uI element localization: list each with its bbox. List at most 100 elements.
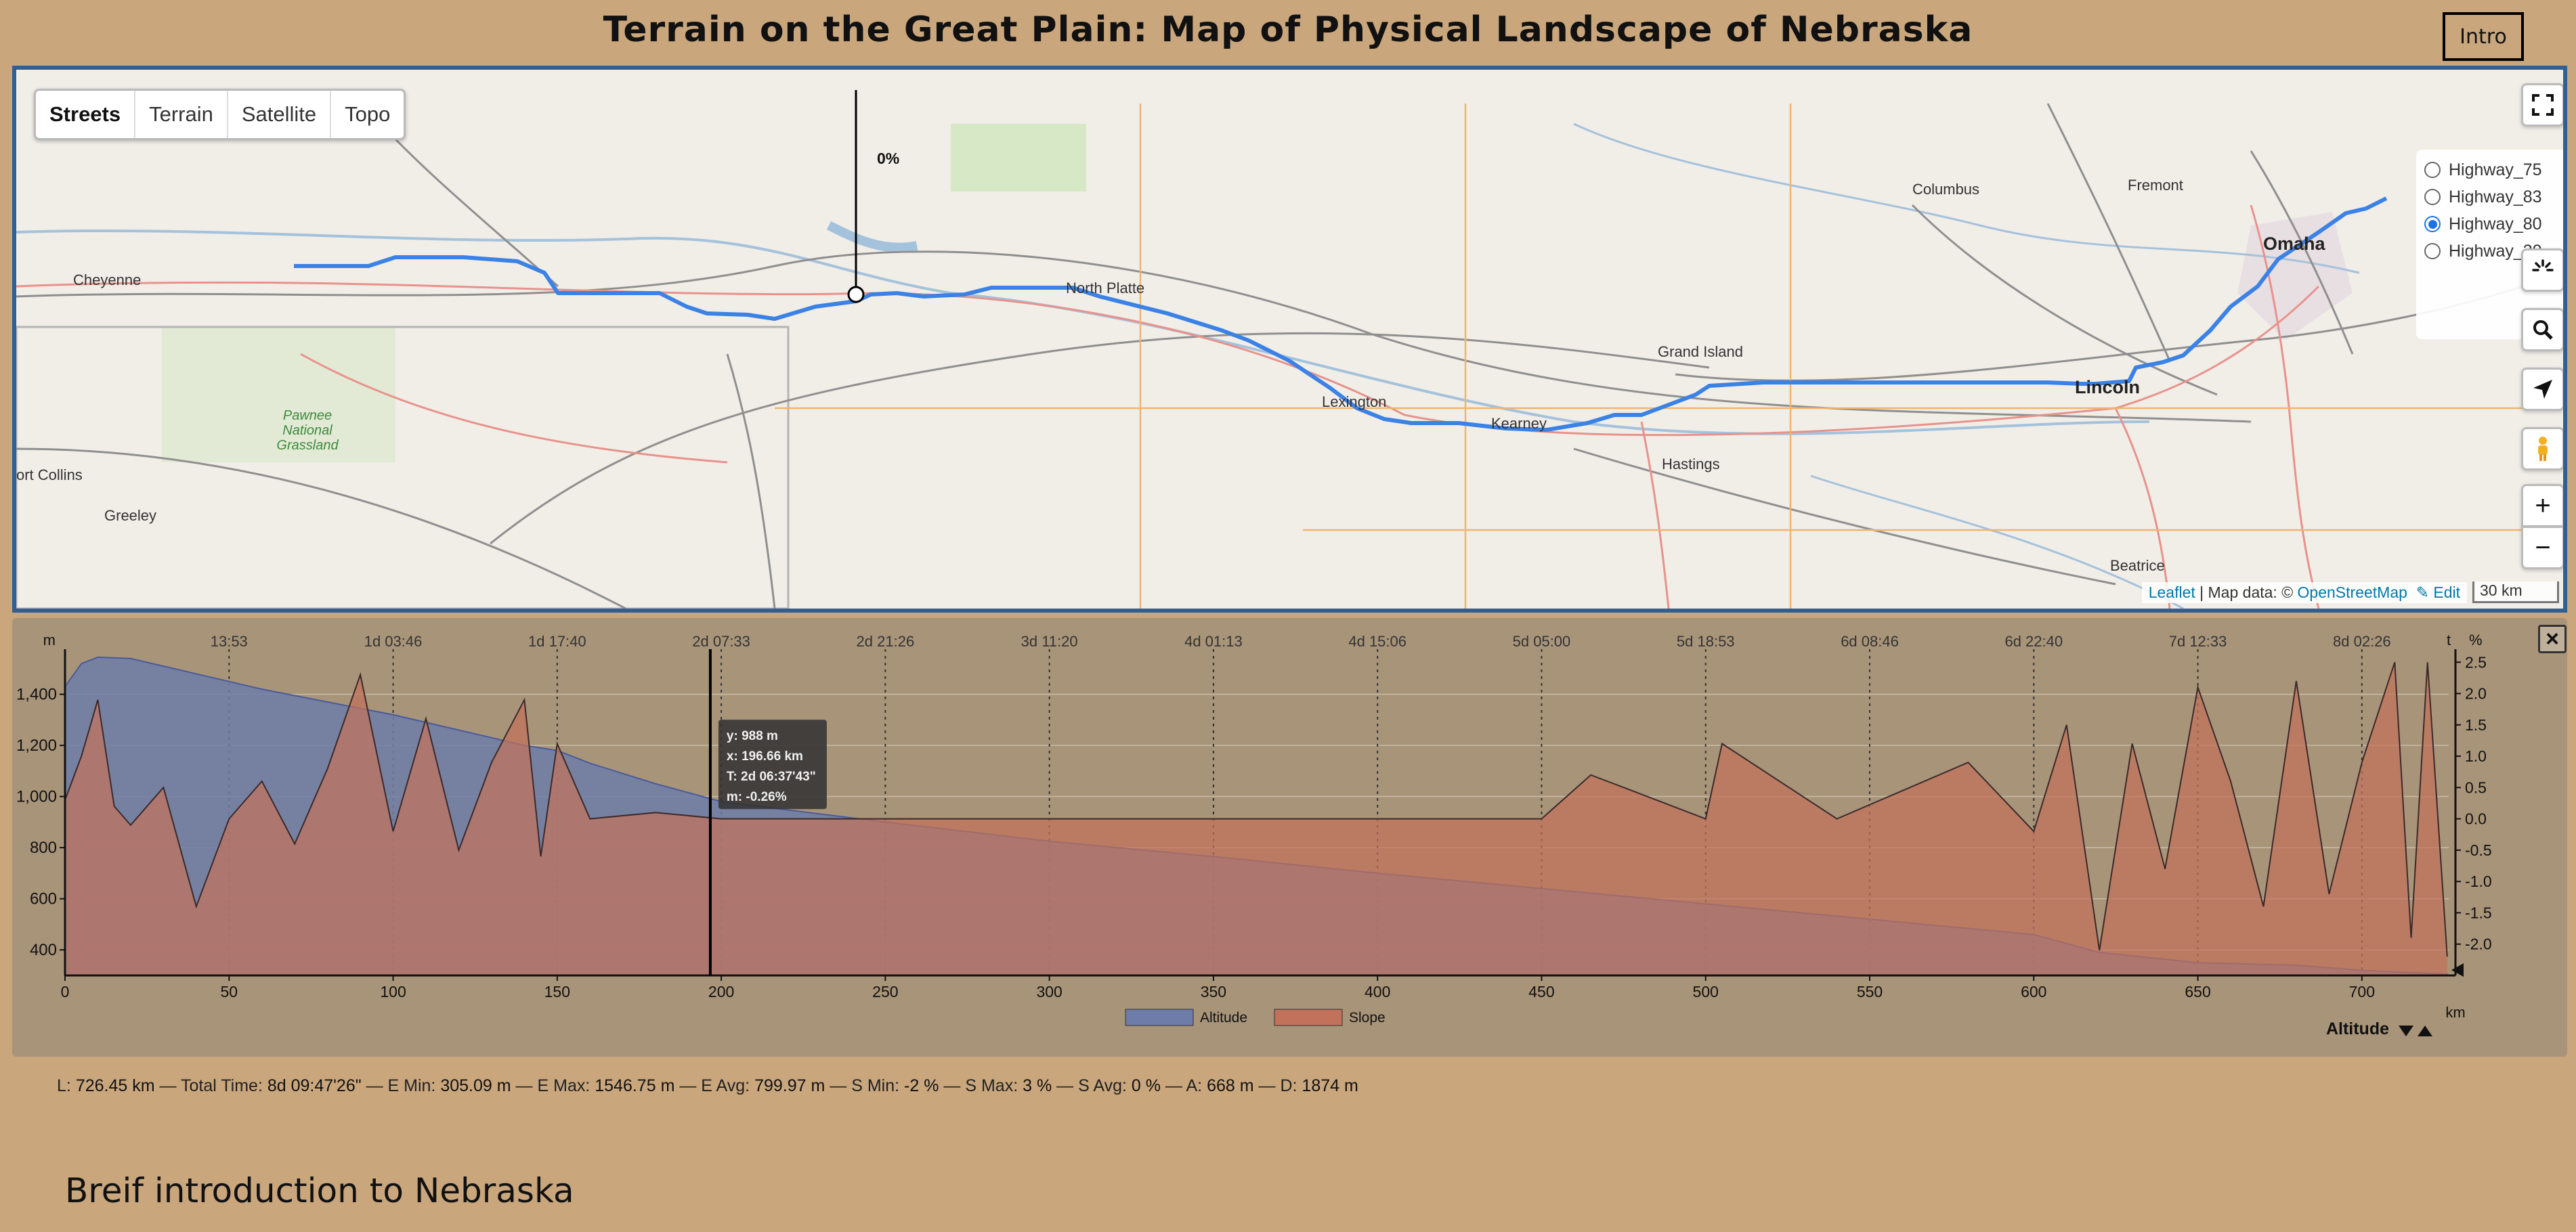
y-tick-label-right: 2.5 — [2465, 653, 2487, 671]
y-tick-label-right: 1.5 — [2465, 716, 2487, 734]
tooltip-m: m: -0.26% — [727, 790, 787, 804]
y-tick-label-left: 600 — [30, 890, 57, 908]
place-omaha: Omaha — [2263, 234, 2325, 254]
street-view-button[interactable] — [2521, 427, 2563, 470]
place-cheyenne: Cheyenne — [73, 271, 142, 288]
close-icon: × — [2546, 625, 2559, 652]
legend-swatch-slope — [1274, 1009, 1343, 1026]
leaflet-link[interactable]: Leaflet — [2148, 583, 2195, 601]
x-axis-arrow-icon — [2451, 963, 2464, 977]
summary-descent: 1874 m — [1302, 1076, 1358, 1095]
time-tick-label: 4d 01:13 — [1184, 633, 1243, 650]
x-tick-label: 250 — [872, 983, 898, 1000]
place-pawnee-grassland: Pawnee National Grassland — [276, 408, 339, 453]
intro-heading: Breif introduction to Nebraska — [65, 1171, 574, 1210]
tooltip-x: x: 196.66 km — [727, 749, 803, 764]
summary-elev-max: 1546.75 m — [595, 1076, 675, 1095]
y-tick-label-right: -0.5 — [2465, 841, 2492, 859]
map-basemap — [16, 90, 2563, 609]
osm-link[interactable]: OpenStreetMap — [2297, 583, 2407, 601]
layer-terrain[interactable]: Terrain — [135, 91, 228, 138]
x-tick-label: 50 — [220, 983, 238, 1000]
highway-option-80[interactable]: Highway_80 — [2424, 211, 2562, 238]
profile-selector-label: Altitude — [2326, 1019, 2389, 1038]
time-tick-label: 6d 22:40 — [2004, 633, 2063, 650]
page-title: Terrain on the Great Plain: Map of Physi… — [603, 9, 1973, 50]
intro-button[interactable]: Intro — [2443, 12, 2524, 61]
radio-icon[interactable] — [2424, 243, 2441, 259]
highway-selector: Highway_75 Highway_83 Highway_80 Highway… — [2416, 150, 2563, 339]
place-beatrice: Beatrice — [2110, 557, 2165, 574]
time-tick-label: 2d 07:33 — [692, 633, 750, 650]
time-tick-label: 2d 21:26 — [857, 633, 915, 650]
elevation-profile: 13:53 1d 03:46 1d 17:40 2d 07:33 2d 21:26 3d … — [12, 618, 2567, 1057]
highway-option-75[interactable]: Highway_75 — [2424, 156, 2562, 183]
radio-icon[interactable] — [2424, 162, 2441, 178]
x-axis-label: km — [2445, 1004, 2465, 1021]
edit-link[interactable]: ✎ Edit — [2416, 583, 2460, 601]
x-tick-label: 100 — [380, 983, 406, 1000]
place-fremont: Fremont — [2128, 177, 2183, 194]
time-tick-label: 8d 02:26 — [2333, 633, 2391, 650]
locate-button[interactable] — [2521, 368, 2563, 411]
fullscreen-button[interactable] — [2521, 83, 2563, 127]
loading-button[interactable] — [2521, 248, 2563, 292]
fullscreen-icon — [2532, 94, 2554, 116]
close-profile-button[interactable]: × — [2538, 625, 2567, 653]
y-tick-label-left: 800 — [30, 839, 57, 857]
search-button[interactable] — [2521, 308, 2563, 351]
time-tick-label: 13:53 — [211, 633, 248, 650]
radio-selected-icon[interactable] — [2424, 216, 2441, 232]
y-tick-label-left: 400 — [30, 941, 57, 959]
elevation-chart[interactable]: 13:53 1d 03:46 1d 17:40 2d 07:33 2d 21:26 3d … — [12, 618, 2567, 1057]
tooltip-y: y: 988 m — [727, 729, 778, 743]
place-kearney: Kearney — [1491, 415, 1547, 432]
track-summary: L: 726.45 km — Total Time: 8d 09:47'26" … — [57, 1076, 1358, 1095]
layer-streets[interactable]: Streets — [36, 91, 136, 138]
y-tick-label-right: -1.5 — [2465, 904, 2492, 921]
x-tick-label: 500 — [1693, 983, 1719, 1000]
arrow-up-icon — [2418, 1026, 2432, 1036]
y-tick-label-right: 0.5 — [2465, 778, 2487, 796]
place-greeley: Greeley — [104, 507, 157, 524]
zoom-in-button[interactable]: + — [2521, 484, 2563, 527]
tooltip-t: T: 2d 06:37'43" — [727, 770, 816, 784]
map-view[interactable]: Cheyenne Columbus Fremont Omaha North Pl… — [12, 66, 2567, 613]
map-attribution: Leaflet | Map data: © OpenStreetMap ✎ Ed… — [2141, 580, 2559, 604]
zoom-out-icon: − — [2535, 533, 2551, 563]
x-tick-label: 350 — [1201, 983, 1226, 1000]
y-tick-label-right: 1.0 — [2465, 747, 2487, 765]
x-tick-label: 300 — [1036, 983, 1062, 1000]
layer-topo[interactable]: Topo — [345, 102, 391, 126]
layer-satellite[interactable]: Satellite — [228, 91, 332, 138]
y-tick-label-left: 1,200 — [16, 736, 57, 755]
arrow-down-icon — [2399, 1026, 2413, 1036]
summary-elev-min: 305.09 m — [440, 1076, 511, 1095]
legend-label-slope: Slope — [1349, 1010, 1386, 1026]
x-tick-label: 650 — [2185, 983, 2210, 1000]
time-tick-label: 7d 12:33 — [2169, 633, 2227, 650]
place-lexington: Lexington — [1322, 393, 1387, 410]
y-tick-label-left: 1,000 — [16, 788, 57, 806]
time-tick-label: 5d 18:53 — [1677, 633, 1735, 650]
summary-slope-min: -2 % — [904, 1076, 939, 1095]
x-tick-label: 0 — [61, 983, 70, 1000]
y-tick-label-right: 2.0 — [2465, 685, 2487, 703]
y-tick-label-right: -1.0 — [2465, 873, 2492, 890]
zoom-out-button[interactable]: − — [2521, 526, 2563, 569]
highway-option-83[interactable]: Highway_83 — [2424, 183, 2562, 211]
map-scale: 30 km — [2472, 581, 2559, 603]
y-tick-label-right: -2.0 — [2465, 936, 2492, 953]
summary-slope-avg: 0 % — [1131, 1076, 1161, 1095]
place-grand-island: Grand Island — [1658, 343, 1743, 360]
summary-total-time: 8d 09:47'26" — [267, 1076, 362, 1095]
x-tick-label: 550 — [1857, 983, 1883, 1000]
x-tick-label: 600 — [2021, 983, 2046, 1000]
legend-label-altitude: Altitude — [1200, 1010, 1247, 1026]
radio-icon[interactable] — [2424, 189, 2441, 205]
place-columbus: Columbus — [1912, 181, 1980, 198]
route-line — [294, 196, 2388, 432]
time-tick-label: 3d 11:20 — [1021, 633, 1078, 650]
x-tick-label: 200 — [708, 983, 734, 1000]
tooltip-box — [718, 720, 827, 810]
